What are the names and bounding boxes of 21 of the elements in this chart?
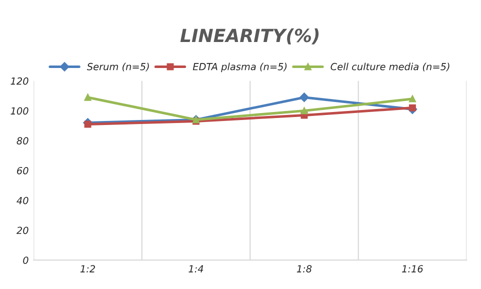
legend-label: Serum (n=5) [86,62,149,72]
y-tick-label: 0 [23,256,28,264]
y-tick-label: 20 [16,226,28,234]
point [408,95,416,102]
y-tick-label: 60 [17,166,28,174]
legend-label: Cell culture media (n=5) [330,62,450,72]
y-tick-label: 40 [16,196,28,204]
y-tick-label: 80 [16,137,28,144]
legend-label: EDTA plasma (n=5) [192,62,287,72]
chart-title: LINEARITY(%) [180,28,319,44]
y-tick-label: 120 [10,77,28,85]
y-tick-label: 100 [10,107,28,115]
point [300,107,308,114]
point [408,104,416,112]
x-tick-label: 1:16 [402,265,423,272]
x-tick-label: 1:2 [80,265,96,272]
point [300,92,309,102]
x-tick-label: 1:8 [296,265,312,272]
point [84,94,92,101]
x-tick-label: 1:4 [188,265,204,272]
point [84,120,92,128]
